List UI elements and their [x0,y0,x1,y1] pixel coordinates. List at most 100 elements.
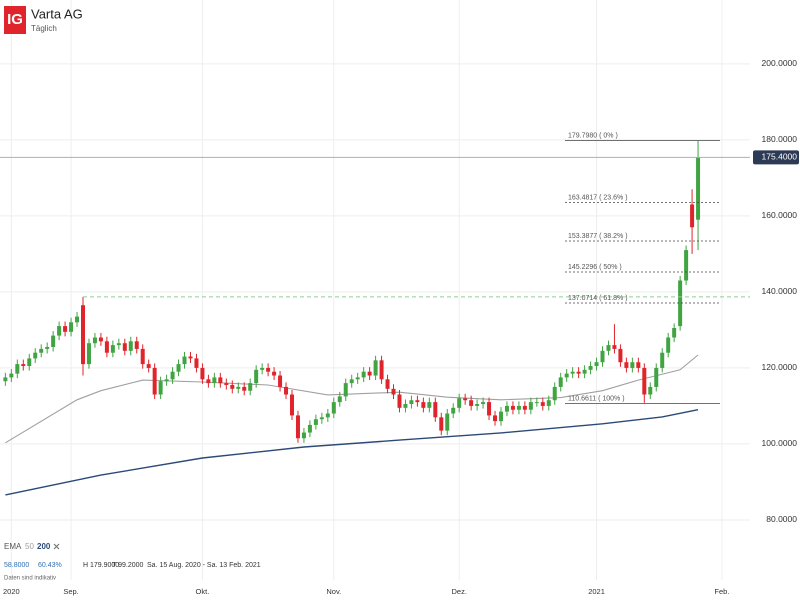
close-icon[interactable] [53,543,60,550]
candle-body [325,413,330,418]
candle-body [27,358,32,367]
candle-body [606,345,611,351]
y-tick-label: 120.0000 [762,362,798,372]
candle-body [451,407,456,414]
x-tick-label: Feb. [714,587,729,596]
candle-body [403,404,408,408]
note: Daten sind indikativ [4,576,56,582]
candle-body [236,386,241,389]
candle-body [3,377,8,382]
candle-body [576,371,581,374]
y-tick-label: 80.0000 [766,514,797,524]
candle-body [69,322,74,332]
candle-body [188,356,193,359]
fib-label: 145.2296 ( 50% ) [568,264,622,271]
candle-body [15,364,20,374]
indicator[interactable]: EMA [4,542,22,551]
candle-body [570,371,575,374]
candle-body [116,343,121,346]
y-tick-label: 160.0000 [762,210,798,220]
candle-body [75,316,80,323]
candle-body [469,400,474,406]
candle-body [39,348,44,353]
candle-body [194,358,199,368]
subtitle: Täglich [31,24,57,33]
candle-body [295,415,300,439]
candle-body [319,417,324,420]
candle-body [373,360,378,376]
candle-body [648,386,653,395]
candle-body [301,432,306,439]
candle-body [92,337,97,344]
candle-body [21,364,26,367]
x-tick-label: 2021 [588,587,605,596]
legend-entry[interactable]: 50 [25,542,34,551]
last-price-label: 175.4000 [762,152,798,162]
candle-body [45,347,50,349]
candle-body [612,345,617,349]
candle-body [367,371,372,376]
candle-body [558,377,563,387]
candle-body [272,371,277,376]
candle-body [546,400,551,406]
candle-body [445,413,450,431]
candle-body [678,280,683,327]
candle-body [343,383,348,397]
candle-body [218,377,223,384]
candle-body [313,419,318,425]
candle-body [421,402,426,408]
candle-body [200,367,205,380]
candle-body [33,352,38,359]
candle-body [522,405,527,410]
candle-body [248,383,253,391]
candle-body [666,337,671,353]
x-tick-label: Sep. [63,587,78,596]
stat: T 99.2000 [112,562,144,569]
y-tick-label: 140.0000 [762,286,798,296]
candle-body [152,367,157,395]
candle-body [86,343,91,365]
logo-box [4,6,26,34]
candle-body [487,402,492,416]
candle-body [134,341,139,349]
candle-body [690,204,695,228]
logo: IG [7,11,23,28]
candle-body [510,405,515,410]
fib-label: 110.6611 ( 100% ) [568,395,625,402]
candle-body [582,369,587,374]
candle-body [212,377,217,384]
period: Sa. 15 Aug. 2020 - Sa. 13 Feb. 2021 [147,562,261,569]
candle-body [158,381,163,395]
legend-entry[interactable]: 200 [37,542,51,551]
candle-body [684,250,689,281]
x-tick-label: 2020 [3,587,20,596]
candle-body [696,157,701,220]
title: Varta AG [31,6,83,21]
candle-body [110,345,115,353]
candle-body [170,371,175,380]
candle-body [481,402,486,405]
x-tick-label: Nov. [326,587,341,596]
candle-body [349,379,354,384]
candle-body [385,379,390,389]
candle-body [206,379,211,384]
candle-body [534,402,539,404]
candle-body [439,417,444,431]
candle-body [457,398,462,408]
candle-body [254,369,259,384]
candle-body [493,415,498,422]
candle-body [122,343,127,351]
candle-body [618,348,623,363]
stat: H 179.9000 [83,562,119,569]
candle-body [463,398,468,401]
fib-label: 163.4817 ( 23.6% ) [568,194,628,201]
candle-body [230,385,235,389]
candle-body [630,362,635,368]
candle-body [409,400,414,405]
candle-body [475,404,480,406]
fib-label: 179.7980 ( 0% ) [568,132,618,139]
y-tick-label: 200.0000 [762,58,798,68]
ema-line [5,409,699,496]
grid [0,0,750,580]
